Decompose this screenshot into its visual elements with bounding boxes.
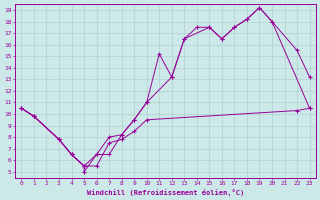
X-axis label: Windchill (Refroidissement éolien,°C): Windchill (Refroidissement éolien,°C) <box>87 189 244 196</box>
